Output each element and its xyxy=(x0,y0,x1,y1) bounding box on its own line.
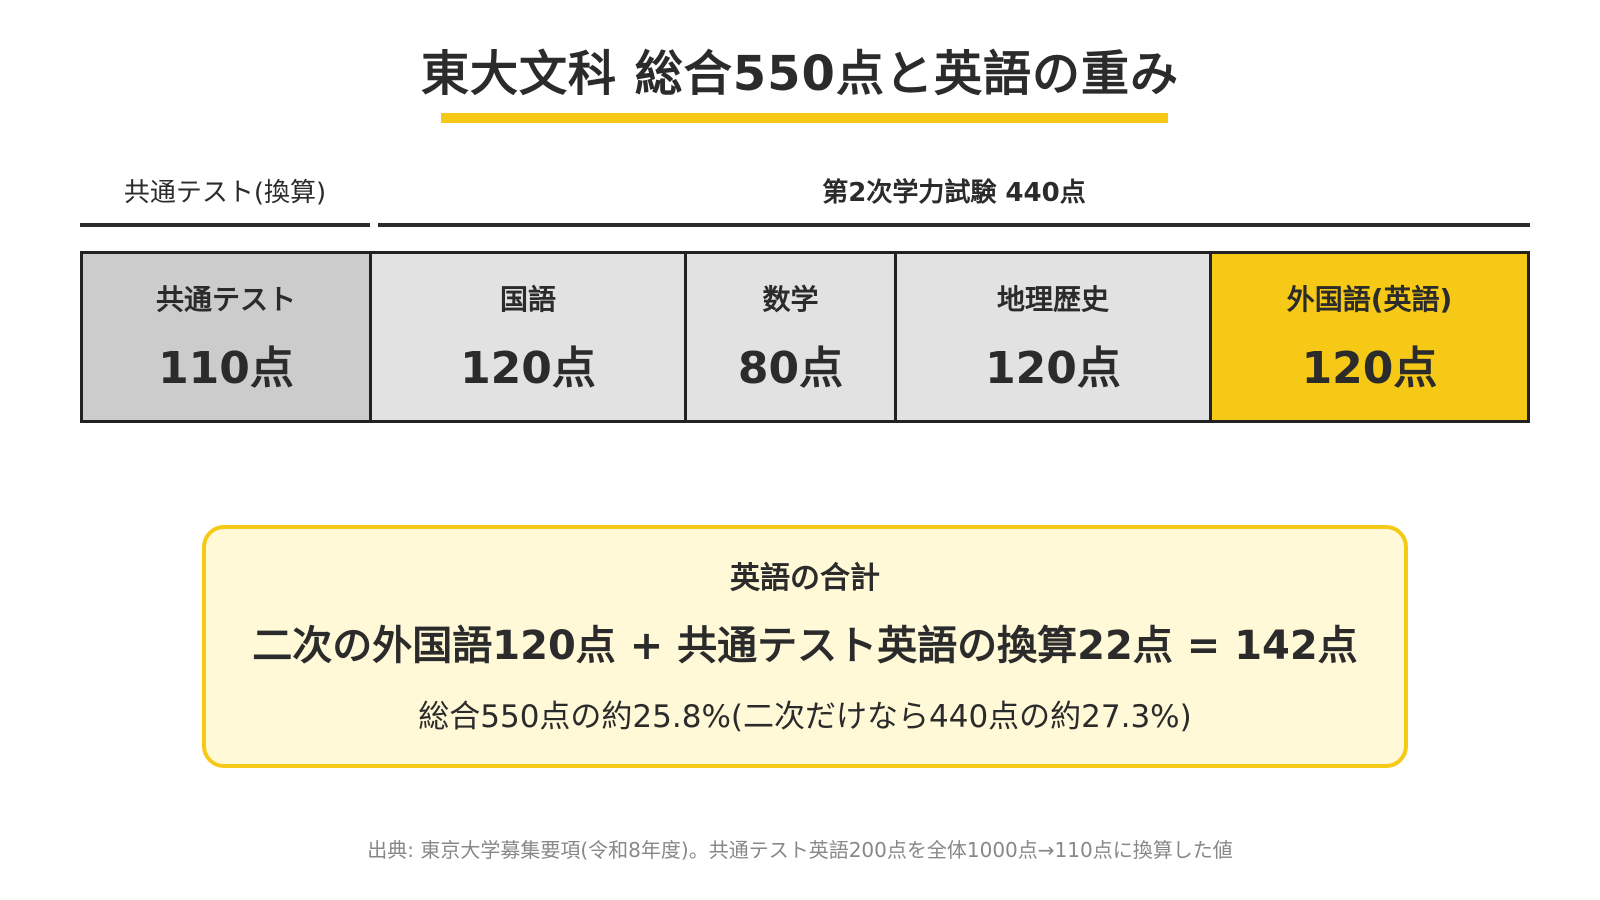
segment-points: 120点 xyxy=(460,343,596,394)
page-title: 東大文科 総合550点と英語の重み xyxy=(421,46,1179,102)
segment-3: 地理歴史 120点 xyxy=(897,254,1212,420)
summary-heading: 英語の合計 xyxy=(730,561,880,596)
segment-4: 外国語(英語) 120点 xyxy=(1212,254,1527,420)
group-bracket-second-exam xyxy=(378,223,1530,227)
segment-0: 共通テスト 110点 xyxy=(83,254,372,420)
segment-points: 120点 xyxy=(985,343,1121,394)
title-underline xyxy=(441,113,1168,123)
segment-1: 国語 120点 xyxy=(372,254,687,420)
summary-formula: 二次の外国語120点 + 共通テスト英語の換算22点 = 142点 xyxy=(252,623,1358,669)
segment-label: 外国語(英語) xyxy=(1286,283,1453,316)
group-bracket-common-test xyxy=(80,223,370,227)
segment-points: 80点 xyxy=(737,343,844,394)
segment-label: 国語 xyxy=(499,283,556,316)
english-summary-box: 英語の合計 二次の外国語120点 + 共通テスト英語の換算22点 = 142点 … xyxy=(202,525,1408,768)
segment-2: 数学 80点 xyxy=(687,254,897,420)
segment-label: 地理歴史 xyxy=(996,283,1109,316)
segment-points: 110点 xyxy=(158,343,294,394)
segment-label: 数学 xyxy=(762,283,819,316)
score-breakdown-bar: 共通テスト 110点 国語 120点 数学 80点 地理歴史 120点 外国語(英語) 120点 xyxy=(80,251,1530,423)
segment-points: 120点 xyxy=(1301,343,1438,394)
group-label-common-test: 共通テスト(換算) xyxy=(123,178,327,208)
group-label-second-exam: 第2次学力試験 440点 xyxy=(822,178,1086,208)
source-note: 出典: 東京大学募集要項(令和8年度)。共通テスト英語200点を全体1000点→… xyxy=(367,838,1233,862)
summary-note: 総合550点の約25.8%(二次だけなら440点の約27.3%) xyxy=(418,699,1192,735)
segment-label: 共通テスト xyxy=(155,283,296,316)
